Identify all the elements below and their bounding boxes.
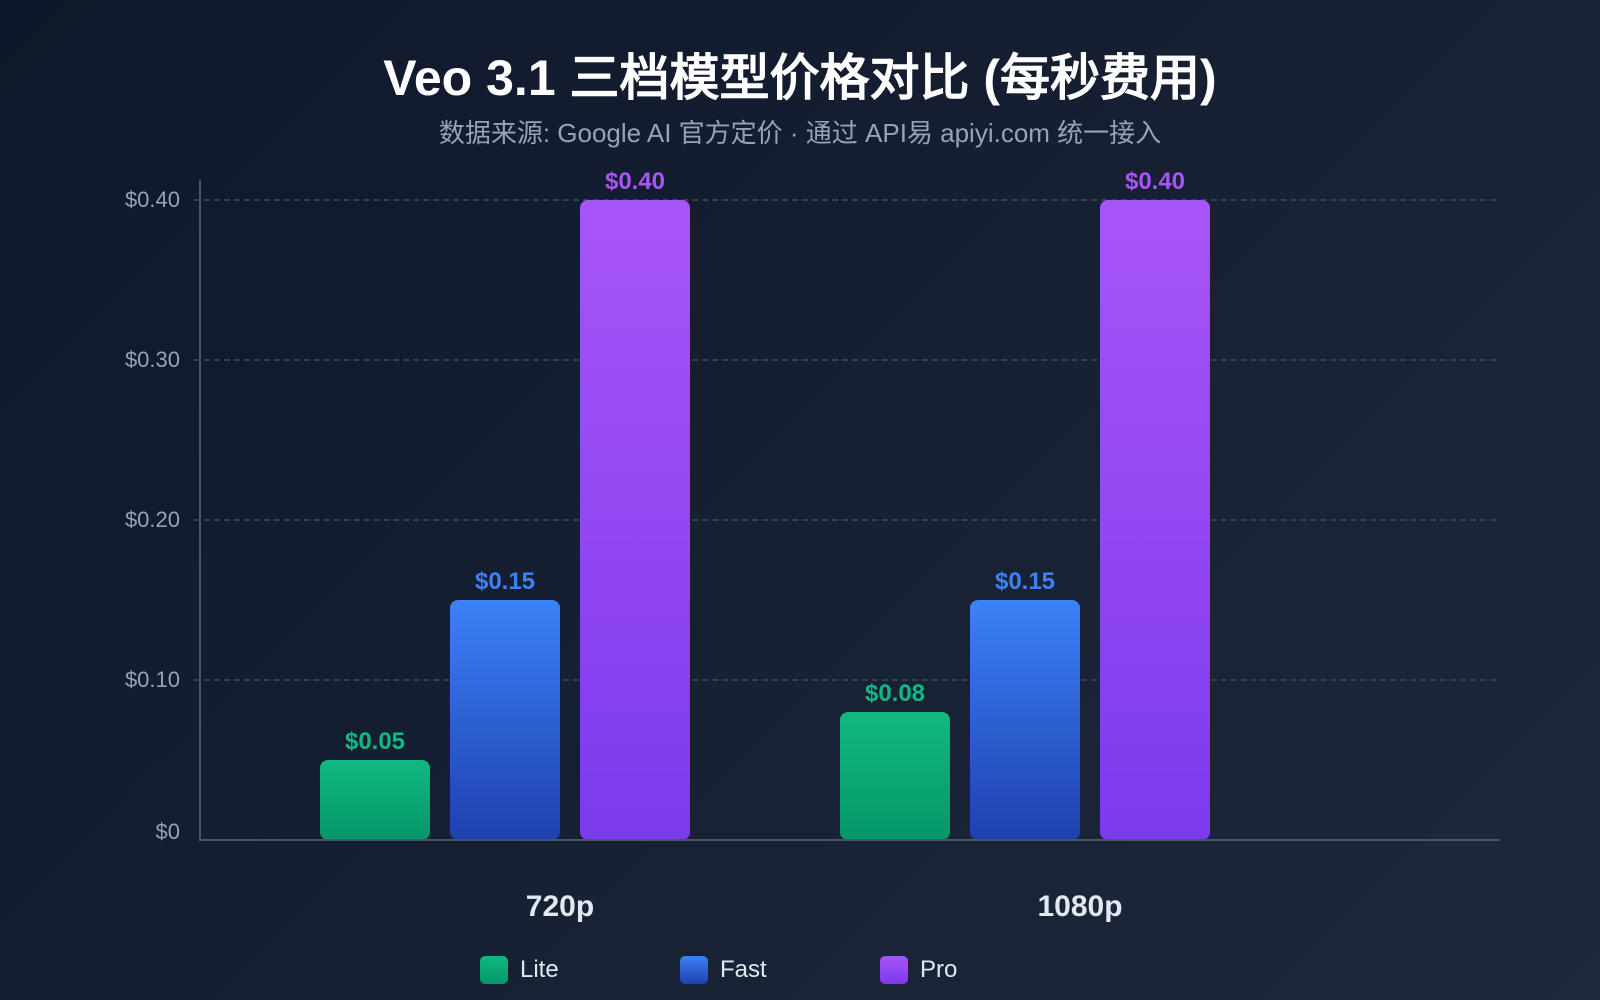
bar-720p-lite — [320, 760, 430, 840]
y-tick-label: $0 — [155, 819, 180, 844]
legend-item-fast[interactable]: Fast — [680, 956, 767, 984]
gridline-0-10 — [194, 679, 1496, 681]
bar-value-label: $0.40 — [604, 168, 666, 195]
legend-item-pro[interactable]: Pro — [880, 956, 957, 984]
bar-720p-fast — [450, 600, 560, 840]
legend-item-lite[interactable]: Lite — [480, 956, 559, 984]
chart-subtitle: 数据来源: Google AI 官方定价 · 通过 API易 apiyi.com… — [438, 118, 1162, 148]
y-tick-label: $0.20 — [124, 507, 180, 532]
bar-value-label: $0.15 — [474, 568, 536, 595]
y-tick-label: $0.40 — [124, 187, 180, 212]
legend-label: Lite — [520, 956, 559, 983]
x-axis-line — [199, 839, 1500, 841]
bar-1080p-lite — [840, 712, 950, 840]
bar-value-label: $0.08 — [864, 680, 926, 707]
gridline-0-40 — [194, 199, 1496, 201]
legend-swatch-pro-icon — [880, 956, 908, 984]
x-tick-label-1080p: 1080p — [1037, 890, 1123, 923]
bar-720p-pro — [580, 200, 690, 840]
bar-value-label: $0.40 — [1124, 168, 1186, 195]
bar-value-label: $0.15 — [994, 568, 1056, 595]
y-tick-label: $0.30 — [124, 347, 180, 372]
gridline-0-30 — [194, 359, 1496, 361]
bar-value-label: $0.05 — [344, 728, 406, 755]
y-tick-label: $0.10 — [124, 667, 180, 692]
chart-title: Veo 3.1 三档模型价格对比 (每秒费用) — [383, 50, 1217, 106]
legend-swatch-lite-icon — [480, 956, 508, 984]
legend-swatch-fast-icon — [680, 956, 708, 984]
bar-1080p-fast — [970, 600, 1080, 840]
gridline-0-20 — [194, 519, 1496, 521]
legend-label: Fast — [720, 956, 767, 983]
bar-1080p-pro — [1100, 200, 1210, 840]
legend-label: Pro — [920, 956, 958, 983]
y-axis-line — [199, 180, 201, 841]
x-tick-label-720p: 720p — [525, 890, 595, 923]
